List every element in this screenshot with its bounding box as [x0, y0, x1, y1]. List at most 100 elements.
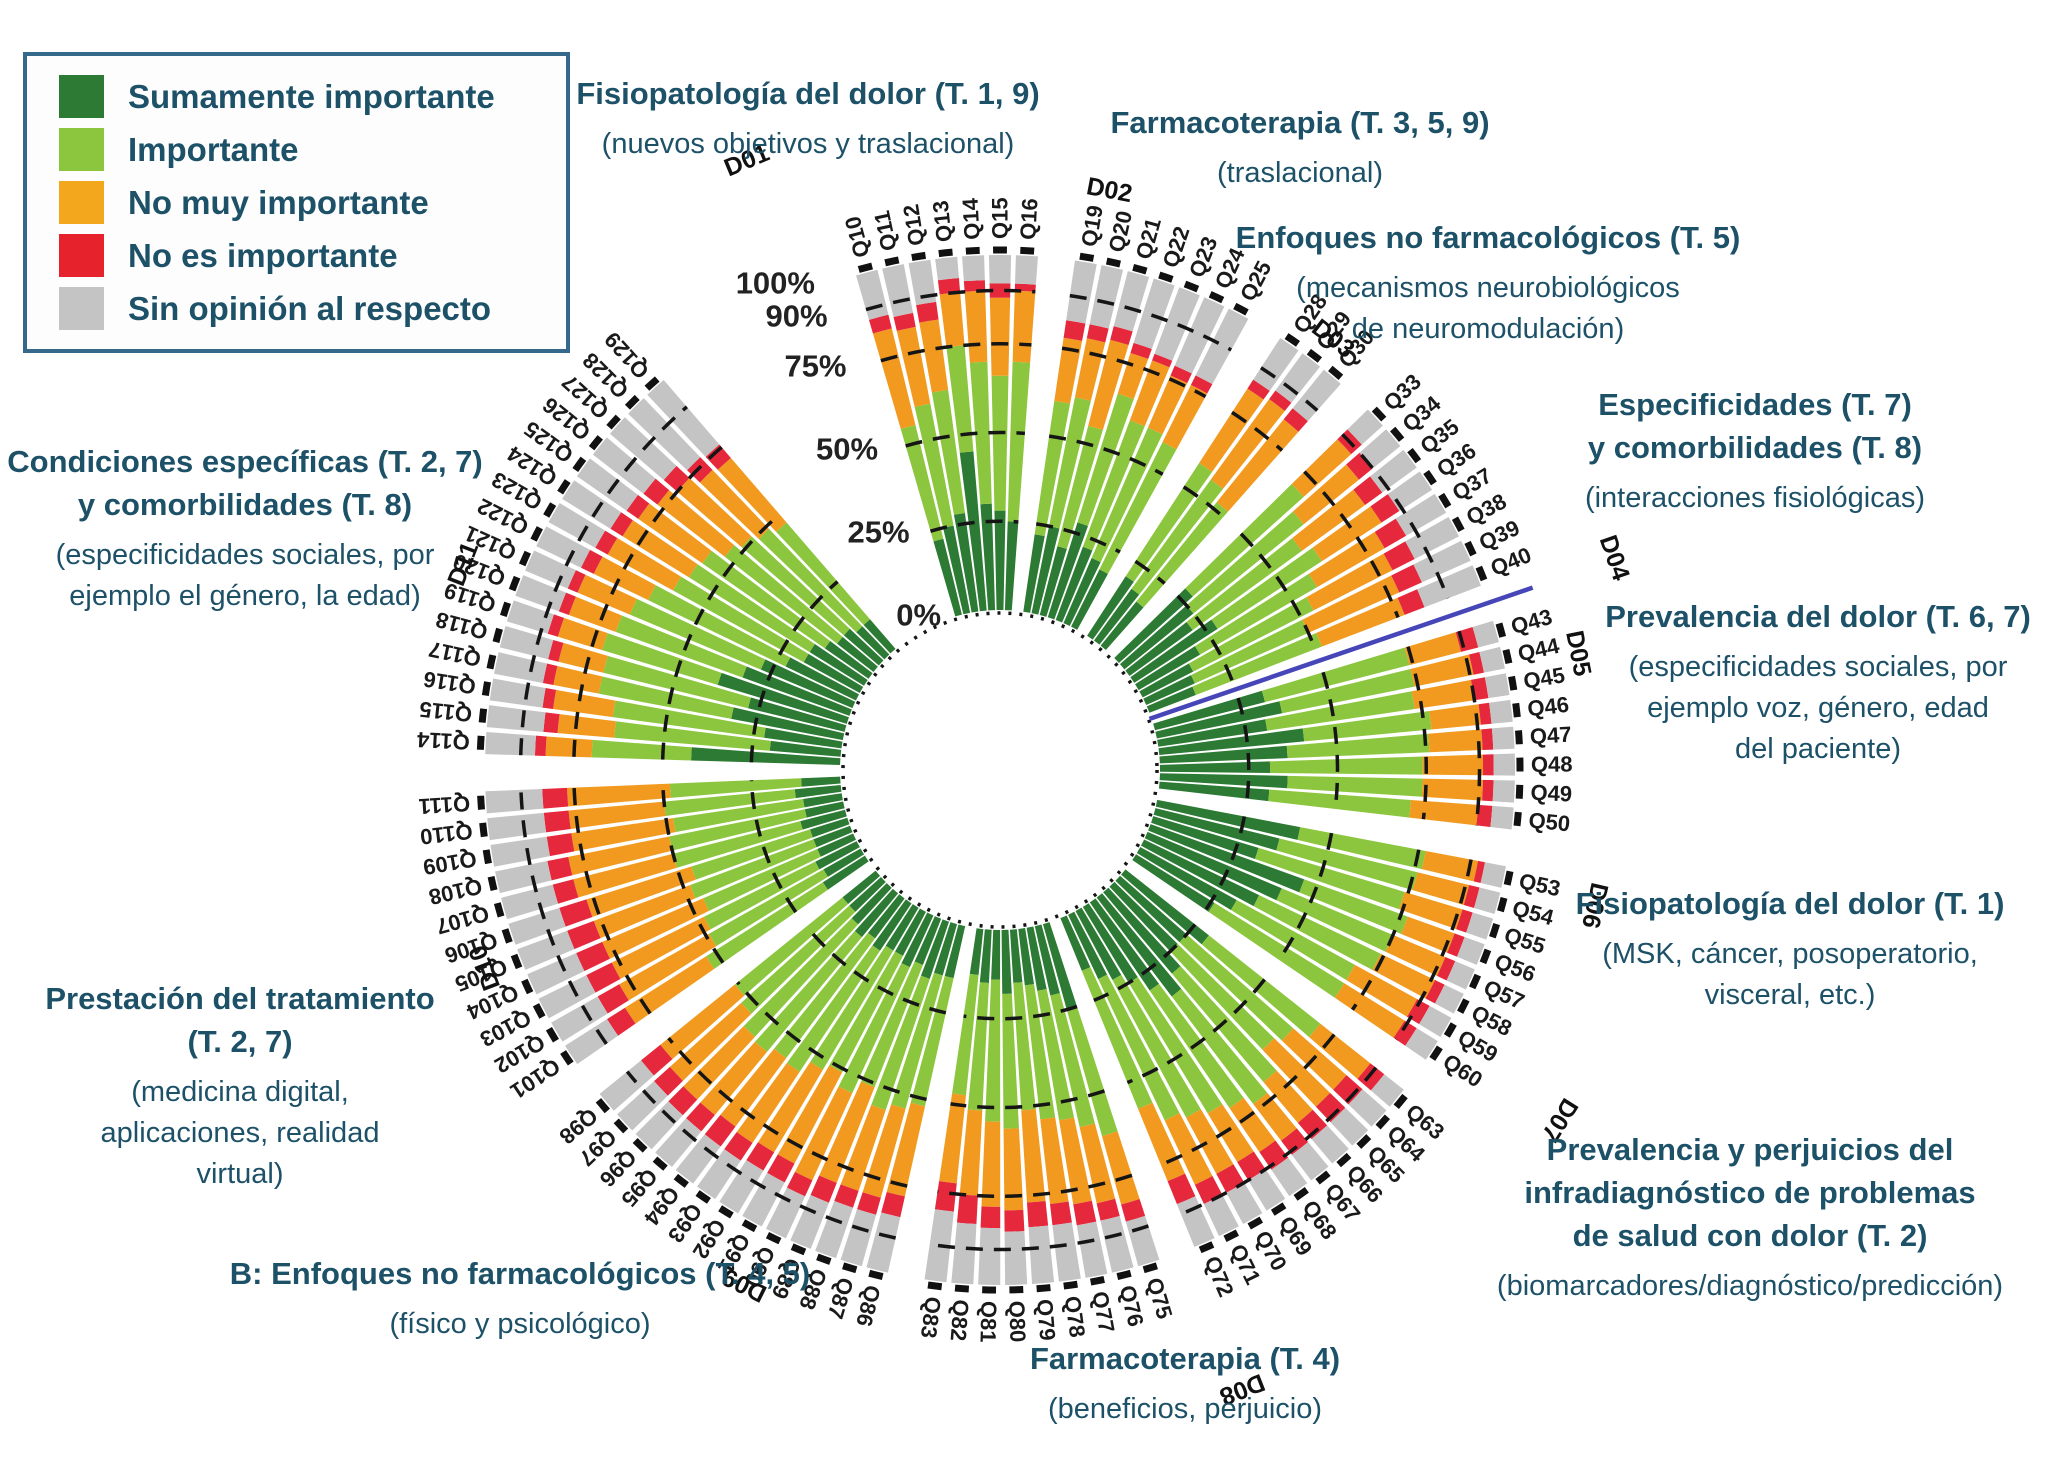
- gridline-arc-75: [880, 342, 1032, 363]
- bar-segment: [1419, 1005, 1452, 1038]
- bar-segment: [719, 1160, 764, 1214]
- gridline-arc-50: [1239, 532, 1317, 650]
- bar-segment: [1138, 1102, 1186, 1182]
- bar-segment: [648, 585, 791, 667]
- bar-segment: [896, 326, 931, 407]
- bar-segment: [586, 962, 621, 993]
- question-label: Q44: [1515, 633, 1562, 667]
- bar-segment: [669, 809, 807, 851]
- bar-segment: [1159, 773, 1288, 789]
- bar-segment: [736, 1063, 800, 1143]
- bar-segment: [1081, 967, 1153, 1109]
- bar-segment: [1059, 1117, 1092, 1205]
- bar-segment: [946, 345, 974, 453]
- annotation-sub: (beneficios, perjuicio): [1047, 1393, 1323, 1425]
- bar-segment: [969, 361, 992, 505]
- bar-segment: [1089, 265, 1124, 329]
- bar-segment: [1003, 1128, 1024, 1211]
- bar-segment: [758, 528, 863, 633]
- bar-segment: [978, 1227, 1001, 1285]
- gridline-arc-50: [950, 1089, 1106, 1110]
- bar-segment: [988, 254, 1012, 284]
- bar-segment: [1132, 854, 1215, 912]
- bar-cap-tick: [1079, 252, 1095, 262]
- bar-segment: [851, 883, 892, 925]
- annotation-title: Especificidades (T. 7): [1598, 387, 1912, 422]
- bar-cap-tick: [1438, 492, 1452, 509]
- question-label: Q11: [869, 209, 902, 254]
- annotation-sub: ejemplo voz, género, edad: [1647, 692, 1989, 724]
- bar-segment: [914, 916, 942, 966]
- bar-segment: [991, 375, 1009, 511]
- bar-segment: [1102, 1131, 1140, 1205]
- bar-segment: [979, 929, 992, 983]
- bar-segment: [1091, 427, 1163, 563]
- bar-segment: [1405, 516, 1459, 559]
- question-label: Q19: [1076, 203, 1108, 248]
- bar-segment: [599, 1060, 654, 1111]
- annotation-title: y comorbilidades (T. 8): [1587, 430, 1923, 465]
- bar-segment: [1034, 924, 1060, 996]
- bar-segment: [545, 736, 593, 758]
- bar-segment: [994, 510, 1006, 611]
- annotation-title: Prevalencia del dolor (T. 6, 7): [1605, 599, 2031, 634]
- bar-cap-tick: [1371, 406, 1387, 422]
- bar-cap-tick: [1495, 622, 1507, 638]
- bar-segment: [1311, 1125, 1349, 1164]
- bar-segment: [705, 882, 828, 969]
- bar-segment: [567, 570, 586, 593]
- bar-segment: [857, 1192, 881, 1215]
- bar-segment: [1146, 686, 1196, 713]
- bar-segment: [1261, 647, 1410, 703]
- bar-segment: [1263, 1070, 1313, 1123]
- bar-segment: [1229, 1097, 1276, 1153]
- gridline-arc-50: [1321, 671, 1340, 810]
- bar-segment: [597, 984, 629, 1014]
- bar-segment: [1348, 1089, 1387, 1127]
- bar-cap-tick: [1508, 675, 1518, 691]
- bar-segment: [677, 478, 752, 548]
- bar-segment: [1479, 646, 1505, 673]
- bar-segment: [1136, 847, 1237, 911]
- bar-cap-tick: [1208, 291, 1225, 304]
- bar-segment: [1405, 1028, 1438, 1060]
- bar-segment: [1159, 745, 1288, 764]
- bar-segment: [1268, 789, 1411, 818]
- bar-segment: [1253, 337, 1299, 391]
- bar-segment: [595, 530, 618, 555]
- bar-segment: [1308, 531, 1385, 588]
- gridline-arc-90: [1341, 433, 1450, 600]
- bar-segment: [1031, 526, 1060, 615]
- bar-segment: [580, 549, 603, 574]
- bar-cap-tick: [545, 1026, 559, 1043]
- annotation-title: Fisiopatología del dolor (T. 1, 9): [576, 76, 1040, 111]
- bar-segment: [939, 1093, 967, 1184]
- bar-segment: [1237, 1151, 1266, 1181]
- bar-segment: [765, 1187, 806, 1239]
- bar-segment: [1413, 540, 1471, 583]
- bar-cap-tick: [1512, 702, 1521, 718]
- bar-cap-tick: [487, 875, 498, 891]
- bar-segment: [490, 836, 550, 867]
- gridline-arc-50: [661, 783, 725, 964]
- bar-segment: [703, 848, 821, 911]
- bar-cap-tick: [500, 601, 511, 617]
- gridline-arc-25: [963, 1004, 1078, 1021]
- bar-segment: [959, 1109, 983, 1196]
- bar-segment: [553, 665, 603, 694]
- bar-segment: [1330, 1107, 1369, 1146]
- bar-segment: [1292, 489, 1366, 551]
- bar-segment: [534, 735, 547, 756]
- question-label: Q80: [1004, 1300, 1030, 1342]
- bar-cap-tick: [673, 1173, 689, 1188]
- gridline-arc-25: [1204, 816, 1247, 911]
- bar-segment: [1281, 1128, 1309, 1155]
- bar-cap-tick: [477, 795, 485, 810]
- bar-segment: [1121, 869, 1209, 945]
- bar-segment: [1154, 287, 1200, 361]
- bar-segment: [842, 870, 881, 905]
- bar-segment: [501, 884, 559, 920]
- bar-segment: [1315, 1092, 1346, 1123]
- bar-segment: [1162, 384, 1208, 450]
- bar-segment: [536, 526, 591, 568]
